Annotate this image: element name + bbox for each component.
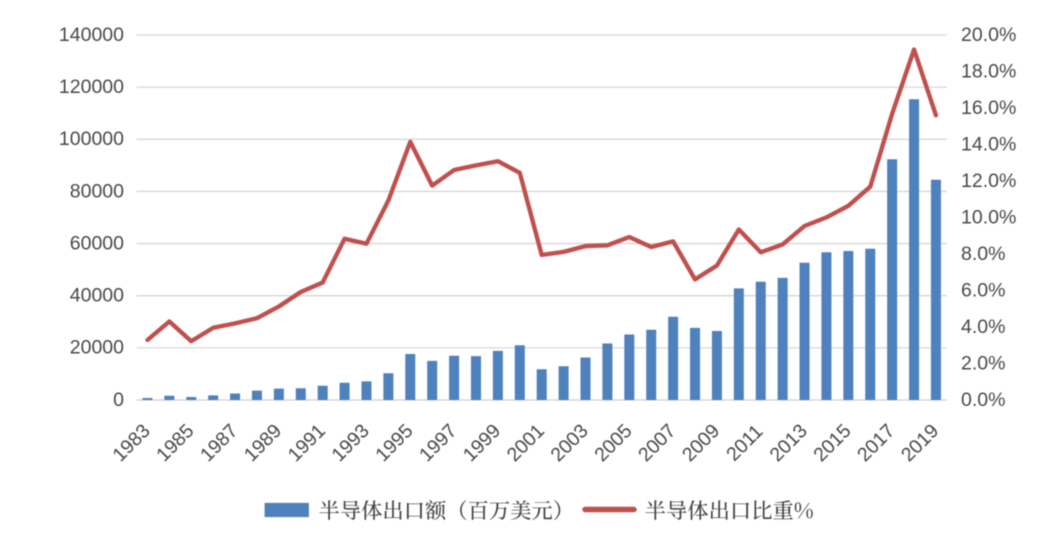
svg-text:100000: 100000 bbox=[59, 128, 124, 150]
svg-text:4.0%: 4.0% bbox=[961, 316, 1005, 338]
svg-text:16.0%: 16.0% bbox=[961, 97, 1016, 119]
svg-text:18.0%: 18.0% bbox=[961, 60, 1016, 82]
svg-text:140000: 140000 bbox=[59, 24, 124, 46]
svg-text:20000: 20000 bbox=[70, 337, 124, 359]
svg-text:12.0%: 12.0% bbox=[961, 170, 1016, 192]
svg-text:40000: 40000 bbox=[70, 285, 124, 307]
svg-text:2.0%: 2.0% bbox=[961, 352, 1005, 374]
svg-text:60000: 60000 bbox=[70, 232, 124, 254]
svg-text:120000: 120000 bbox=[59, 76, 124, 98]
svg-text:0.0%: 0.0% bbox=[961, 389, 1005, 411]
svg-text:10.0%: 10.0% bbox=[961, 206, 1016, 228]
svg-text:8.0%: 8.0% bbox=[961, 243, 1005, 265]
svg-text:20.0%: 20.0% bbox=[961, 24, 1016, 46]
svg-text:14.0%: 14.0% bbox=[961, 133, 1016, 155]
svg-text:80000: 80000 bbox=[70, 180, 124, 202]
svg-text:6.0%: 6.0% bbox=[961, 279, 1005, 301]
svg-text:0: 0 bbox=[113, 389, 124, 411]
